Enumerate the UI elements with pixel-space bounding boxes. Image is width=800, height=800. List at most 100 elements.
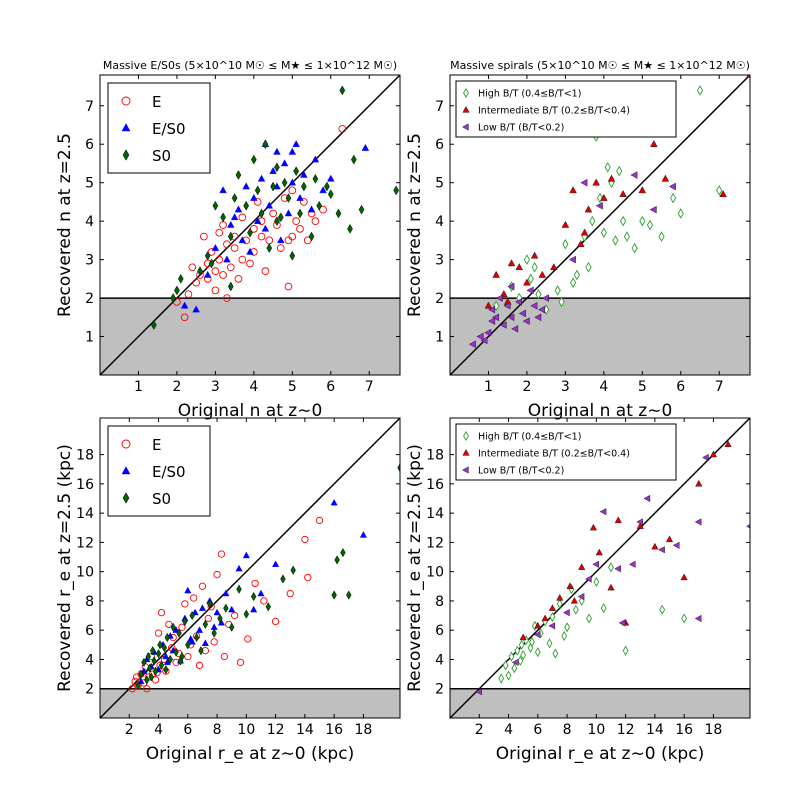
data-point: [468, 340, 476, 348]
data-point: [274, 162, 280, 173]
data-point: [262, 139, 269, 150]
x-tick-label: 14: [646, 722, 664, 738]
data-point: [584, 205, 593, 213]
data-point: [530, 302, 538, 310]
data-point: [235, 564, 243, 572]
data-point: [599, 508, 607, 516]
data-point: [184, 586, 192, 594]
data-point: [299, 198, 308, 206]
data-point: [316, 200, 323, 211]
y-axis-label: Recovered n at z=2.5: [55, 133, 75, 317]
data-point: [661, 174, 670, 182]
data-point: [284, 209, 293, 217]
data-point: [556, 598, 563, 609]
y-tick-label: 2: [435, 682, 444, 698]
data-point: [491, 313, 499, 322]
x-tick-label: 2: [522, 379, 531, 395]
legend-box: [455, 423, 677, 481]
data-point: [223, 294, 231, 302]
legend-label: Low B/T (B/T<0.2): [478, 466, 564, 477]
data-point: [492, 270, 500, 278]
legend-label: High B/T (0.4≤B/T<1): [478, 432, 581, 443]
series-high: [498, 562, 688, 684]
data-point: [147, 663, 153, 673]
data-point: [244, 635, 252, 643]
data-point: [511, 658, 519, 666]
data-point: [719, 190, 727, 197]
data-point: [236, 658, 245, 667]
data-point: [143, 685, 151, 693]
y-tick-label: 14: [426, 506, 444, 522]
data-point: [600, 227, 607, 239]
y-tick-label: 12: [426, 535, 444, 551]
data-point: [185, 640, 191, 650]
data-point: [548, 622, 556, 630]
x-tick-label: 3: [561, 379, 570, 395]
y-tick-label: 10: [426, 565, 444, 581]
data-point: [292, 217, 301, 226]
legend: High B/T (0.4≤B/T<1) Intermediate B/T (0.…: [455, 80, 677, 138]
x-tick-label: 3: [211, 379, 220, 395]
data-point: [538, 305, 546, 314]
x-tick-label: 5: [638, 379, 647, 395]
data-point: [243, 609, 250, 619]
y-tick-label: 4: [435, 652, 444, 668]
panel-title: Massive E/S0s (5×10^10 M☉ ≤ M★ ≤ 1×10^12…: [103, 59, 397, 72]
x-tick-label: 7: [715, 379, 724, 395]
legend-marker: [462, 466, 469, 474]
data-point: [327, 174, 335, 182]
y-axis-label: Recovered r_e at z=2.5 (kpc): [55, 444, 75, 692]
x-tick-label: 16: [325, 722, 343, 738]
y-tick-label: 2: [435, 291, 444, 307]
data-point: [568, 255, 576, 264]
data-point: [608, 562, 614, 573]
data-point: [281, 177, 288, 188]
data-point: [589, 215, 596, 227]
x-tick-label: 18: [355, 722, 373, 738]
plot-area: [100, 418, 400, 718]
data-point: [548, 604, 556, 611]
data-point: [507, 259, 516, 267]
data-point: [552, 648, 559, 659]
y-tick-label: 1: [435, 330, 444, 346]
data-point: [746, 75, 750, 78]
data-point: [238, 213, 247, 222]
data-point: [192, 278, 201, 287]
y-tick-label: 6: [435, 137, 444, 153]
y-tick-label: 7: [85, 99, 94, 115]
data-point: [180, 301, 189, 309]
x-tick-label: 5: [288, 379, 297, 395]
data-point: [636, 522, 644, 529]
data-point: [507, 282, 515, 291]
data-point: [190, 594, 198, 602]
plot-area: [450, 418, 750, 718]
y-tick-label: 6: [85, 623, 94, 639]
data-point: [523, 278, 531, 286]
data-point: [158, 660, 165, 670]
data-point: [202, 619, 209, 630]
data-point: [563, 609, 570, 617]
data-point: [260, 597, 268, 605]
data-point: [589, 523, 597, 531]
y-tick-label: 5: [85, 176, 94, 192]
data-point: [324, 181, 330, 192]
data-point: [616, 165, 623, 177]
data-point: [182, 616, 188, 627]
data-point: [694, 518, 702, 526]
data-point: [668, 182, 676, 191]
data-point: [650, 140, 658, 147]
plot-area: [100, 75, 400, 375]
y-tick-label: 8: [435, 594, 444, 610]
x-tick-label: 2: [125, 722, 134, 738]
data-point: [230, 244, 239, 252]
data-point: [638, 186, 647, 194]
y-tick-label: 16: [426, 477, 444, 493]
data-point: [558, 296, 565, 308]
data-point: [573, 269, 580, 281]
data-point: [593, 576, 600, 587]
data-point: [201, 639, 209, 646]
data-point: [227, 220, 235, 228]
data-point: [480, 336, 488, 345]
shaded-region: [100, 298, 400, 375]
data-point: [181, 600, 189, 608]
